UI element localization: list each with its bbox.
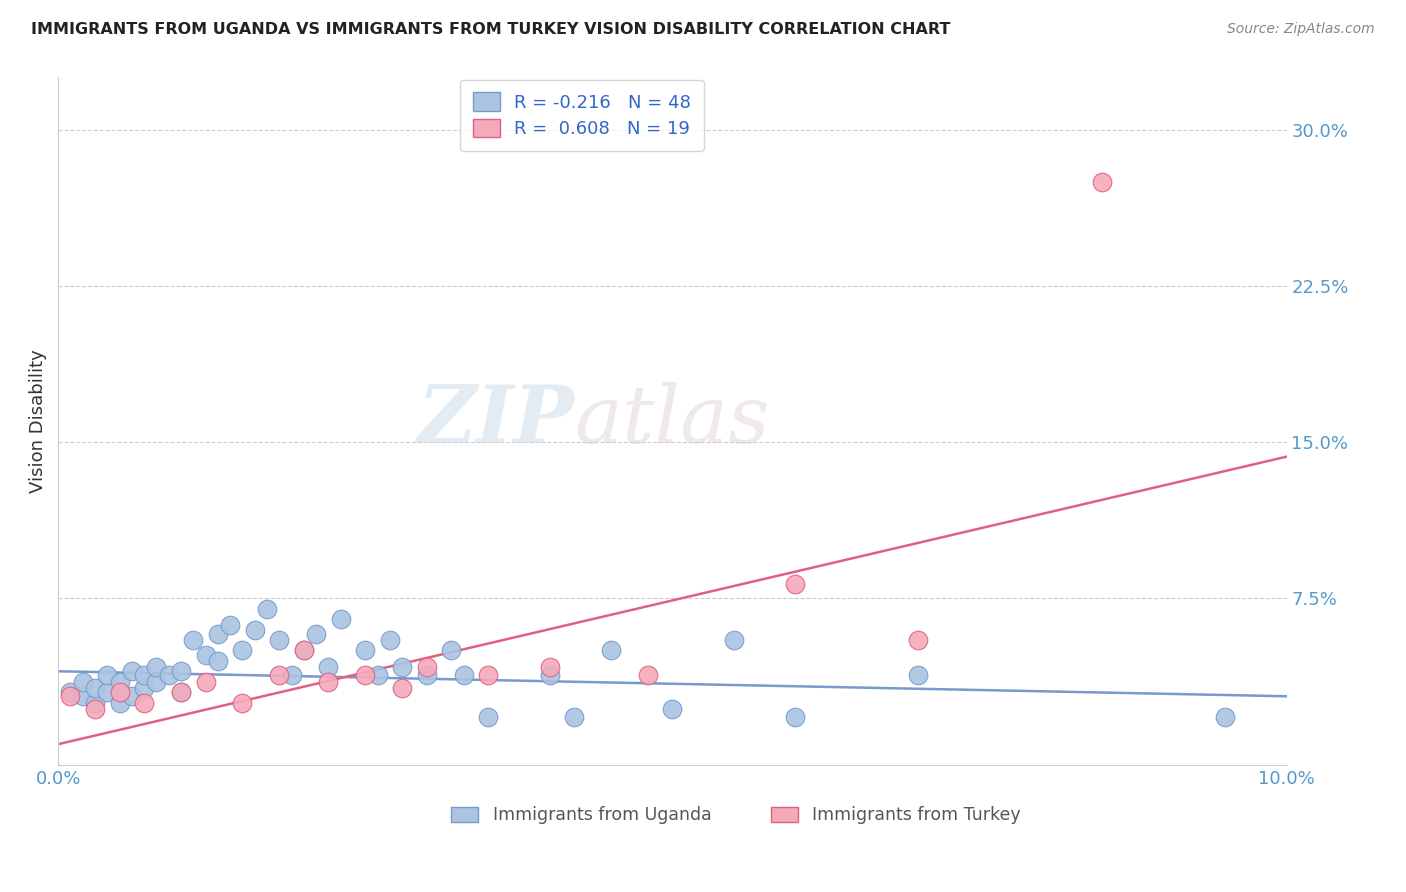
Legend: R = -0.216   N = 48, R =  0.608   N = 19: R = -0.216 N = 48, R = 0.608 N = 19 — [460, 79, 704, 151]
Point — [219, 618, 242, 632]
Point — [59, 690, 82, 704]
Point — [453, 668, 475, 682]
Point — [108, 674, 131, 689]
Point — [96, 668, 118, 682]
Point — [367, 668, 389, 682]
Point — [108, 685, 131, 699]
Point — [538, 660, 561, 674]
Point — [84, 681, 107, 695]
Point — [134, 696, 156, 710]
Point — [134, 668, 156, 682]
Point — [170, 685, 193, 699]
Text: Immigrants from Turkey: Immigrants from Turkey — [813, 805, 1021, 823]
Point — [415, 668, 437, 682]
Point — [1091, 175, 1114, 189]
Point — [318, 674, 340, 689]
Point — [723, 633, 745, 648]
Point — [170, 685, 193, 699]
Point — [108, 696, 131, 710]
Point — [170, 665, 193, 679]
Point — [292, 643, 315, 657]
Point — [269, 668, 291, 682]
Point — [1213, 710, 1236, 724]
FancyBboxPatch shape — [451, 807, 478, 822]
Point — [194, 648, 217, 662]
Point — [207, 654, 229, 668]
Point — [84, 696, 107, 710]
Point — [600, 643, 623, 657]
Point — [318, 660, 340, 674]
Point — [378, 633, 401, 648]
Point — [661, 702, 683, 716]
Point — [96, 685, 118, 699]
Point — [477, 710, 499, 724]
Point — [329, 612, 352, 626]
Point — [84, 702, 107, 716]
Point — [562, 710, 585, 724]
Point — [440, 643, 463, 657]
Text: Immigrants from Uganda: Immigrants from Uganda — [494, 805, 711, 823]
Text: Source: ZipAtlas.com: Source: ZipAtlas.com — [1227, 22, 1375, 37]
Text: atlas: atlas — [574, 383, 769, 460]
Point — [785, 710, 807, 724]
Point — [538, 668, 561, 682]
Point — [305, 626, 328, 640]
Point — [907, 633, 929, 648]
Point — [391, 681, 413, 695]
Point — [134, 681, 156, 695]
Point — [243, 623, 266, 637]
Point — [72, 674, 94, 689]
Point — [907, 668, 929, 682]
Point — [292, 643, 315, 657]
Point — [231, 696, 253, 710]
Point — [269, 633, 291, 648]
Point — [145, 660, 167, 674]
Text: IMMIGRANTS FROM UGANDA VS IMMIGRANTS FROM TURKEY VISION DISABILITY CORRELATION C: IMMIGRANTS FROM UGANDA VS IMMIGRANTS FRO… — [31, 22, 950, 37]
Point — [59, 685, 82, 699]
Point — [231, 643, 253, 657]
Point — [157, 668, 180, 682]
Point — [391, 660, 413, 674]
Y-axis label: Vision Disability: Vision Disability — [30, 350, 46, 493]
Point — [785, 576, 807, 591]
Point — [121, 690, 143, 704]
Point — [181, 633, 204, 648]
Point — [256, 601, 278, 615]
Point — [354, 643, 377, 657]
Point — [121, 665, 143, 679]
Point — [477, 668, 499, 682]
Point — [637, 668, 659, 682]
Text: ZIP: ZIP — [418, 383, 574, 460]
Point — [415, 660, 437, 674]
Point — [280, 668, 302, 682]
FancyBboxPatch shape — [770, 807, 797, 822]
Point — [145, 674, 167, 689]
Point — [194, 674, 217, 689]
Point — [207, 626, 229, 640]
Point — [354, 668, 377, 682]
Point — [72, 690, 94, 704]
